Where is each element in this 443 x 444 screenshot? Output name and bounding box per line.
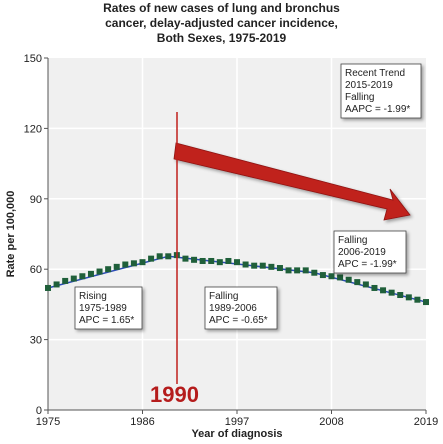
data-point [285, 267, 292, 274]
data-point [337, 274, 344, 281]
data-point [380, 287, 387, 294]
x-tick-label: 1986 [130, 416, 154, 428]
falling2-line-3: APC = -1.99* [338, 259, 397, 270]
chart-title-line-2: cancer, delay-adjusted cancer incidence, [105, 16, 338, 30]
chart-title-line-3: Both Sexes, 1975-2019 [156, 31, 287, 45]
data-point [234, 259, 240, 266]
data-point [251, 262, 258, 269]
data-point [122, 261, 129, 268]
data-point [294, 267, 301, 274]
falling-2006-annotation: Falling 2006-2019 APC = -1.99* [333, 230, 407, 274]
falling1-line-3: APC = -0.65* [209, 315, 268, 326]
recent-line-1: Recent Trend [345, 68, 405, 79]
falling2-line-1: Falling [338, 235, 367, 246]
y-tick-label: 0 [36, 405, 42, 417]
rising-line-1: Rising [79, 291, 107, 302]
falling-trend-arrow [173, 142, 411, 221]
data-point [79, 273, 86, 280]
data-point [371, 284, 378, 291]
x-tick-label: 2019 [414, 416, 438, 428]
data-point [62, 277, 69, 284]
data-point [362, 281, 369, 288]
x-tick-label: 2008 [319, 416, 343, 428]
data-point [139, 259, 146, 266]
data-points [45, 252, 429, 306]
data-point [216, 259, 223, 266]
data-point [191, 256, 198, 263]
recent-line-4: AAPC = -1.99* [345, 104, 410, 115]
data-point [268, 263, 275, 270]
y-tick-label: 90 [30, 194, 42, 206]
axes: 0 30 60 90 120 150 1975 1986 1997 2008 2019 [24, 53, 439, 428]
data-point [96, 268, 103, 275]
data-point [388, 289, 395, 296]
data-point [328, 273, 335, 280]
data-point [405, 294, 412, 301]
data-point [182, 255, 189, 262]
falling2-line-2: 2006-2019 [338, 247, 386, 258]
recent-line-3: Falling [345, 92, 374, 103]
rising-annotation: Rising 1975-1989 APC = 1.65* [74, 286, 143, 330]
rising-line-3: APC = 1.65* [79, 315, 134, 326]
falling1-line-2: 1989-2006 [209, 303, 257, 314]
data-point [156, 253, 163, 260]
data-point [397, 292, 404, 299]
data-point [70, 275, 77, 282]
data-point [302, 267, 309, 274]
data-point [208, 257, 215, 264]
data-point [311, 269, 318, 276]
recent-trend-annotation: Recent Trend 2015-2019 Falling AAPC = -1… [340, 63, 422, 119]
data-point [225, 257, 232, 264]
falling1-line-1: Falling [209, 291, 238, 302]
data-point [242, 261, 249, 268]
falling-1989-annotation: Falling 1989-2006 APC = -0.65* [204, 286, 278, 330]
y-tick-label: 30 [30, 335, 42, 347]
chart-title-line-1: Rates of new cases of lung and bronchus [103, 1, 340, 15]
data-point [319, 272, 326, 279]
data-point [259, 262, 266, 269]
y-tick-label: 120 [24, 123, 42, 135]
data-point [130, 260, 137, 267]
data-point [53, 281, 60, 288]
data-point [354, 279, 361, 286]
data-point [148, 255, 155, 262]
rising-line-2: 1975-1989 [79, 303, 127, 314]
data-point [199, 257, 206, 264]
data-point [45, 284, 51, 291]
data-point [87, 270, 94, 277]
year-1990-marker-label: 1990 [150, 382, 199, 407]
y-axis-label: Rate per 100,000 [5, 191, 17, 278]
x-axis-label: Year of diagnosis [191, 428, 282, 440]
data-point [165, 253, 172, 260]
data-point [276, 265, 283, 272]
x-tick-label: 1997 [225, 416, 249, 428]
data-point [113, 263, 120, 270]
chart-title: Rates of new cases of lung and bronchus … [0, 1, 443, 46]
recent-line-2: 2015-2019 [345, 80, 393, 91]
data-point [423, 299, 429, 306]
x-tick-label: 1975 [36, 416, 60, 428]
y-tick-label: 150 [24, 53, 42, 65]
y-tick-label: 60 [30, 264, 42, 276]
data-point [105, 266, 112, 273]
data-point [414, 296, 421, 303]
data-point [345, 276, 352, 283]
